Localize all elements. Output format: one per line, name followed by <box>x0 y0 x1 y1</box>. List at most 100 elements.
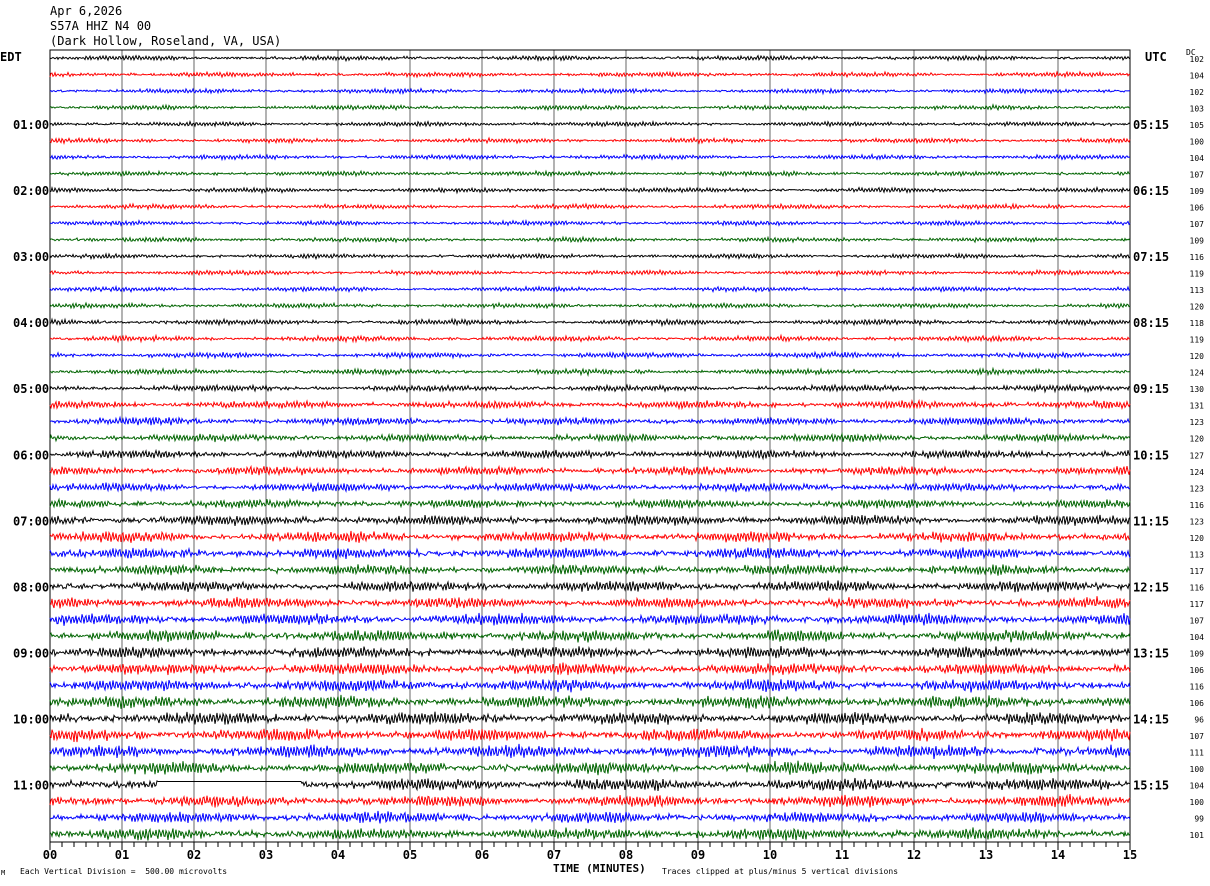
seismic-trace <box>49 727 1131 743</box>
scale-note: Each Vertical Division = 500.00 microvol… <box>20 867 228 876</box>
dc-offset-label: 124 <box>1190 468 1205 477</box>
clip-note: Traces clipped at plus/minus 5 vertical … <box>662 867 899 876</box>
dc-offset-label: 111 <box>1190 748 1205 757</box>
dc-offset-label: 109 <box>1190 649 1205 658</box>
dc-offset-label: 99 <box>1194 814 1204 823</box>
x-tick-label: 09 <box>691 848 705 862</box>
seismic-trace <box>49 612 1131 626</box>
left-hour-label: 09:00 <box>13 646 49 660</box>
right-hour-label: 11:15 <box>1133 514 1169 528</box>
right-hour-label: 08:15 <box>1133 316 1169 330</box>
seismic-trace <box>49 448 1131 461</box>
seismic-trace <box>50 596 1131 610</box>
left-hour-label: 02:00 <box>13 184 49 198</box>
dc-offset-label: 119 <box>1190 336 1205 345</box>
dc-offset-label: 123 <box>1190 517 1205 526</box>
seismic-trace <box>49 268 1131 278</box>
x-tick-label: 01 <box>115 848 129 862</box>
seismic-trace <box>49 333 1131 344</box>
seismic-trace <box>49 646 1131 659</box>
x-tick-label: 13 <box>979 848 993 862</box>
dc-offset-label: 104 <box>1190 154 1205 163</box>
seismic-trace <box>49 514 1131 526</box>
dc-offset-label: 116 <box>1190 501 1205 510</box>
dc-offset-label: 120 <box>1190 534 1205 543</box>
dc-offset-label: 101 <box>1190 831 1205 840</box>
seismic-trace <box>49 711 1131 726</box>
dc-offset-label: 113 <box>1190 286 1205 295</box>
seismic-trace <box>49 497 1131 510</box>
x-tick-label: 14 <box>1051 848 1065 862</box>
seismic-trace <box>49 662 1131 676</box>
dc-offset-label: 124 <box>1190 369 1205 378</box>
dc-offset-label: 96 <box>1194 715 1204 724</box>
seismic-trace <box>49 202 1131 211</box>
right-hour-label: 12:15 <box>1133 580 1169 594</box>
seismic-trace <box>49 301 1131 310</box>
seismic-trace <box>49 464 1131 477</box>
dc-offset-label: 105 <box>1190 121 1205 130</box>
seismic-trace <box>49 350 1131 360</box>
seismic-trace <box>49 629 1131 643</box>
seismic-trace <box>49 152 1131 162</box>
seismic-trace <box>49 530 1131 543</box>
seismic-trace <box>49 284 1131 294</box>
station-label: S57A HHZ N4 00 <box>50 19 152 33</box>
seismic-trace <box>49 432 1131 444</box>
dc-offset-label: 120 <box>1190 303 1205 312</box>
seismic-trace <box>49 398 1131 411</box>
seismic-trace <box>49 185 1131 195</box>
seismic-trace <box>49 70 1131 79</box>
seismic-trace <box>49 366 1131 377</box>
left-hour-label: 04:00 <box>13 316 49 330</box>
left-hour-label: 01:00 <box>13 118 49 132</box>
dc-offset-label: 100 <box>1190 765 1205 774</box>
seismic-trace <box>49 252 1131 261</box>
right-hour-label: 09:15 <box>1133 382 1169 396</box>
right-hour-label: 10:15 <box>1133 448 1169 462</box>
right-hour-label: 05:15 <box>1133 118 1169 132</box>
dc-offset-label: 123 <box>1190 484 1205 493</box>
dc-offset-label: 118 <box>1190 319 1205 328</box>
dc-offset-label: 100 <box>1190 798 1205 807</box>
right-timezone: UTC <box>1145 50 1167 64</box>
dc-offset-label: 117 <box>1190 600 1205 609</box>
x-axis-label: TIME (MINUTES) <box>553 862 646 875</box>
dc-offset-label: 100 <box>1190 138 1205 147</box>
seismic-trace <box>49 219 1131 228</box>
dc-offset-label: 130 <box>1190 385 1205 394</box>
left-hour-label: 07:00 <box>13 514 49 528</box>
left-hour-label: 05:00 <box>13 382 49 396</box>
dc-offset-label: 106 <box>1190 699 1205 708</box>
dc-offset-label: 107 <box>1190 732 1205 741</box>
seismic-trace <box>49 743 1131 759</box>
right-hour-label: 07:15 <box>1133 250 1169 264</box>
dc-label: DC <box>1186 48 1196 57</box>
seismic-trace <box>49 86 1131 96</box>
right-hour-label: 13:15 <box>1133 646 1169 660</box>
dc-offset-label: 102 <box>1190 88 1205 97</box>
x-tick-label: 02 <box>187 848 201 862</box>
dc-offset-label: 107 <box>1190 616 1205 625</box>
dc-offset-label: 116 <box>1190 253 1205 262</box>
dc-offset-label: 116 <box>1190 682 1205 691</box>
date-label: Apr 6,2026 <box>50 4 123 18</box>
seismic-trace <box>49 54 1131 63</box>
dc-offset-label: 107 <box>1190 171 1205 180</box>
left-hour-label: 10:00 <box>13 712 49 726</box>
x-tick-label: 04 <box>331 848 345 862</box>
dc-offset-label: 106 <box>1190 204 1205 213</box>
dc-offset-label: 107 <box>1190 220 1205 229</box>
left-hour-label: 03:00 <box>13 250 49 264</box>
dc-offset-label: 104 <box>1190 72 1205 81</box>
seismic-trace <box>49 563 1131 576</box>
dc-offset-label: 103 <box>1190 105 1205 114</box>
dc-offset-label: 120 <box>1190 435 1205 444</box>
left-timezone: EDT <box>0 50 22 64</box>
x-tick-label: 05 <box>403 848 417 862</box>
dc-offset-label: 106 <box>1190 666 1205 675</box>
left-hour-label: 06:00 <box>13 448 49 462</box>
seismic-trace <box>49 580 1131 593</box>
seismic-trace <box>49 760 1131 776</box>
dc-offset-label: 119 <box>1190 270 1205 279</box>
